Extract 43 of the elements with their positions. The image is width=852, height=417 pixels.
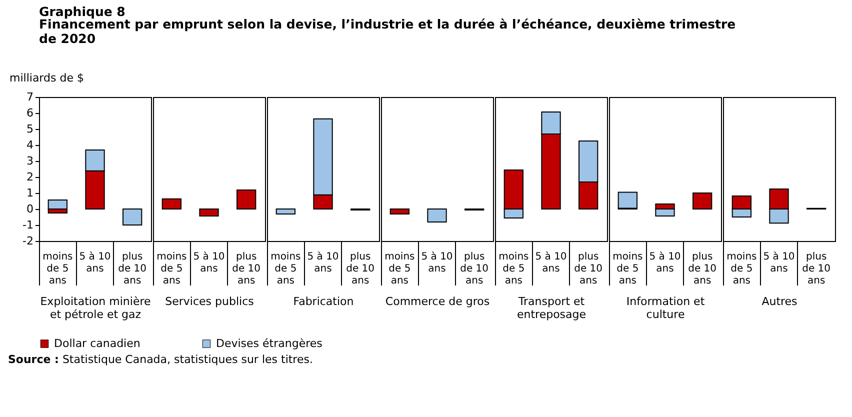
x-axis-title: Autres [762,295,798,308]
x-tick-label: 5 à 10 ans [307,252,339,274]
x-tick-label: plus de 10 ans [688,252,717,286]
y-tick-label: 7 [26,90,34,104]
x-tick-label: plus de 10 ans [346,252,375,286]
legend-label: Devises étrangères [216,336,323,350]
x-tick-label: 5 à 10 ans [535,252,567,274]
y-tick-label: -1 [22,218,34,232]
x-tick-label: moins de 5 ans [612,252,643,286]
x-tick-label: plus de 10 ans [574,252,603,286]
x-tick-label: moins de 5 ans [498,252,529,286]
x-tick-label: 5 à 10 ans [79,252,111,274]
x-tick-label: moins de 5 ans [270,252,301,286]
chart-title: Graphique 8 [39,4,126,19]
x-tick-label: 5 à 10 ans [763,252,795,274]
x-tick-label: moins de 5 ans [42,252,73,286]
y-tick-label: 2 [26,170,34,184]
y-tick-label: 4 [26,138,34,152]
x-axis-title: Transport et entreposage [516,295,586,321]
y-tick-label: 6 [26,106,34,120]
x-axis-title: Fabrication [293,295,354,308]
x-axis-title: Commerce de gros [385,295,490,308]
x-tick-label: plus de 10 ans [802,252,831,286]
x-axis-title: Services publics [165,295,254,308]
x-tick-label: 5 à 10 ans [193,252,225,274]
x-tick-label: plus de 10 ans [118,252,147,286]
x-tick-label: 5 à 10 ans [649,252,681,274]
y-tick-label: 5 [26,122,34,136]
x-tick-label: 5 à 10 ans [421,252,453,274]
y-tick-label: 1 [26,186,34,200]
x-axis-title: Information et culture [626,295,706,321]
legend-label: Dollar canadien [54,336,140,350]
y-tick-label: -2 [22,234,34,248]
y-tick-label: 0 [26,202,34,216]
x-tick-label: plus de 10 ans [460,252,489,286]
x-tick-label: moins de 5 ans [384,252,415,286]
x-tick-label: moins de 5 ans [156,252,187,286]
y-tick-label: 3 [26,154,34,168]
y-axis-title: milliards de $ [10,72,84,84]
x-axis-title: Exploitation minière et pétrole et gaz [40,295,151,321]
x-tick-label: moins de 5 ans [726,252,757,286]
x-tick-label: plus de 10 ans [232,252,261,286]
source-note: Source : Statistique Canada, statistiques sur les titres. [8,353,314,366]
